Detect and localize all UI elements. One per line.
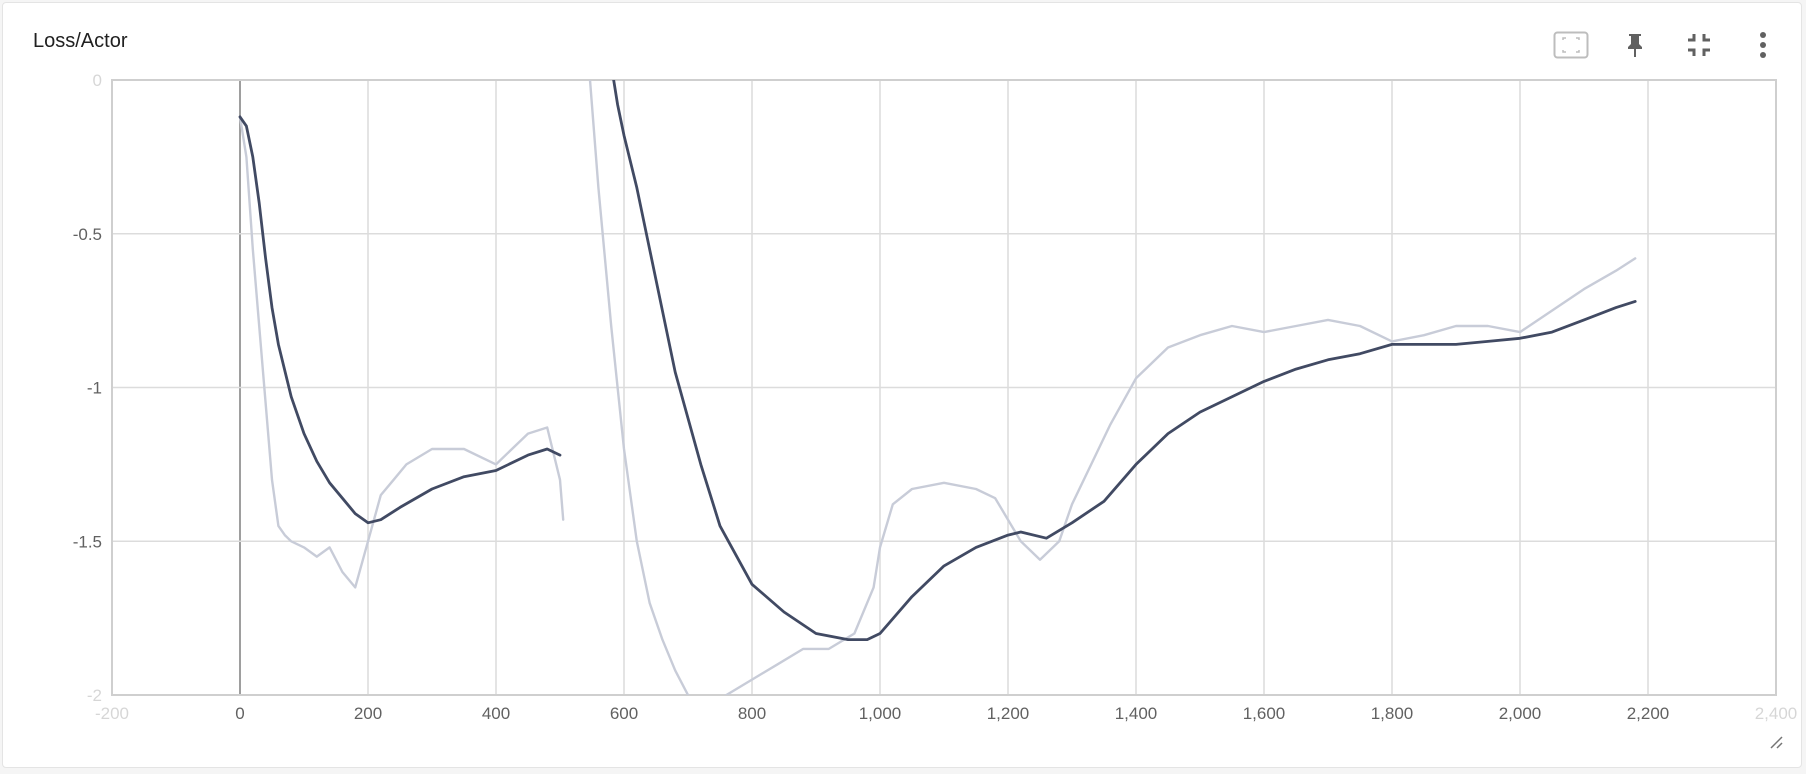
x-tick-label: 0 xyxy=(235,704,244,723)
smoothed-series-line-segment-1[interactable] xyxy=(238,115,562,525)
x-tick-label: 1,400 xyxy=(1115,704,1158,723)
pin-button[interactable] xyxy=(1611,25,1659,65)
pin-icon xyxy=(1628,34,1642,57)
chart-title: Loss/Actor xyxy=(33,30,128,52)
y-tick-label: -2 xyxy=(87,686,102,705)
fit-domain-button[interactable] xyxy=(1547,25,1595,65)
plot-frame xyxy=(111,79,1777,696)
x-tick-label: 1,600 xyxy=(1243,704,1286,723)
raw-series-line-segment-1[interactable] xyxy=(238,115,565,589)
y-tick-label: -1.5 xyxy=(73,532,102,551)
more-vert-icon xyxy=(1760,32,1766,58)
more-options-button[interactable] xyxy=(1739,25,1787,65)
x-tick-label: 1,000 xyxy=(859,704,902,723)
x-tick-label: 2,400 xyxy=(1755,704,1798,723)
x-tick-label: 1,800 xyxy=(1371,704,1414,723)
x-tick-label: 400 xyxy=(482,704,510,723)
x-tick-label: 2,000 xyxy=(1499,704,1542,723)
fit-screen-icon xyxy=(1553,31,1589,59)
x-tick-label: 800 xyxy=(738,704,766,723)
x-tick-label: 2,200 xyxy=(1627,704,1670,723)
x-tick-label: 1,200 xyxy=(987,704,1030,723)
line-chart[interactable]: -200 0 200 400 600 800 1,000 1,200 1,400 1,600 1,8… xyxy=(3,3,1803,769)
x-tick-label: -200 xyxy=(95,704,129,723)
resize-handle-icon[interactable] xyxy=(1769,735,1783,749)
collapse-icon xyxy=(1688,34,1710,56)
y-tick-label: 0 xyxy=(93,71,102,90)
x-tick-label: 200 xyxy=(354,704,382,723)
smoothed-series-line-segment-2[interactable] xyxy=(611,65,1637,641)
y-tick-label: -0.5 xyxy=(73,225,102,244)
chart-toolbar xyxy=(1547,25,1787,65)
x-tick-label: 600 xyxy=(610,704,638,723)
raw-series-line-segment-2[interactable] xyxy=(588,65,1637,711)
collapse-button[interactable] xyxy=(1675,25,1723,65)
y-tick-label: -1 xyxy=(87,379,102,398)
